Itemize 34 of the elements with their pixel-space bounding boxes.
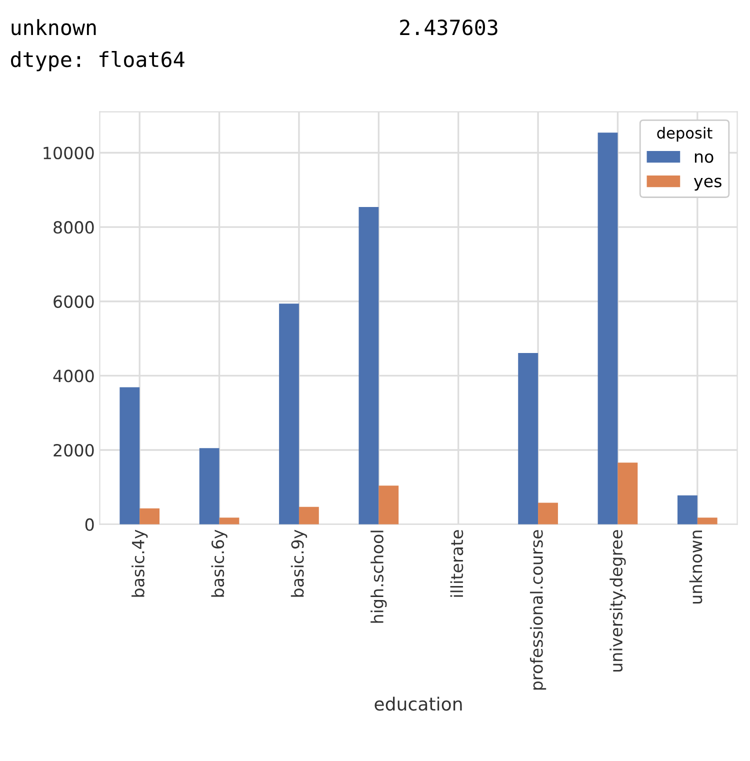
x-tick-label: basic.6y [211,530,228,597]
x-axis-title: education [374,696,462,711]
x-tick-label: basic.9y [290,530,308,597]
bar [140,508,160,524]
legend-label: yes [694,178,722,191]
y-tick-label: 6000 [54,295,94,308]
x-tick-label: professional.course [530,530,546,690]
bar [279,304,299,524]
y-tick-label: 8000 [54,221,94,234]
bar [677,495,698,524]
x-tick-label: high.school [370,530,387,623]
x-tick-label: unknown [689,530,702,604]
bar [298,506,319,524]
x-tick-label: university.degree [610,530,626,672]
legend-label: no [694,153,714,163]
text: dtype: float64 [11,50,184,72]
bar [120,387,140,524]
text: unknown 2.437603 [12,19,498,36]
bar [199,448,220,524]
y-tick-label: 2000 [54,444,94,457]
bar [538,502,558,524]
y-tick-label: 0 [85,518,94,531]
bar [378,486,399,524]
bar [618,462,638,524]
y-tick-label: 10000 [44,146,94,160]
bar [358,206,379,524]
bar [219,518,240,524]
bar [598,132,618,524]
y-tick-label: 4000 [53,370,94,382]
bar [518,353,538,524]
bar [697,518,718,524]
x-tick-label: illiterate [450,530,464,597]
legend-title: deposit [657,126,712,142]
x-tick-label: basic.4y [132,530,148,597]
